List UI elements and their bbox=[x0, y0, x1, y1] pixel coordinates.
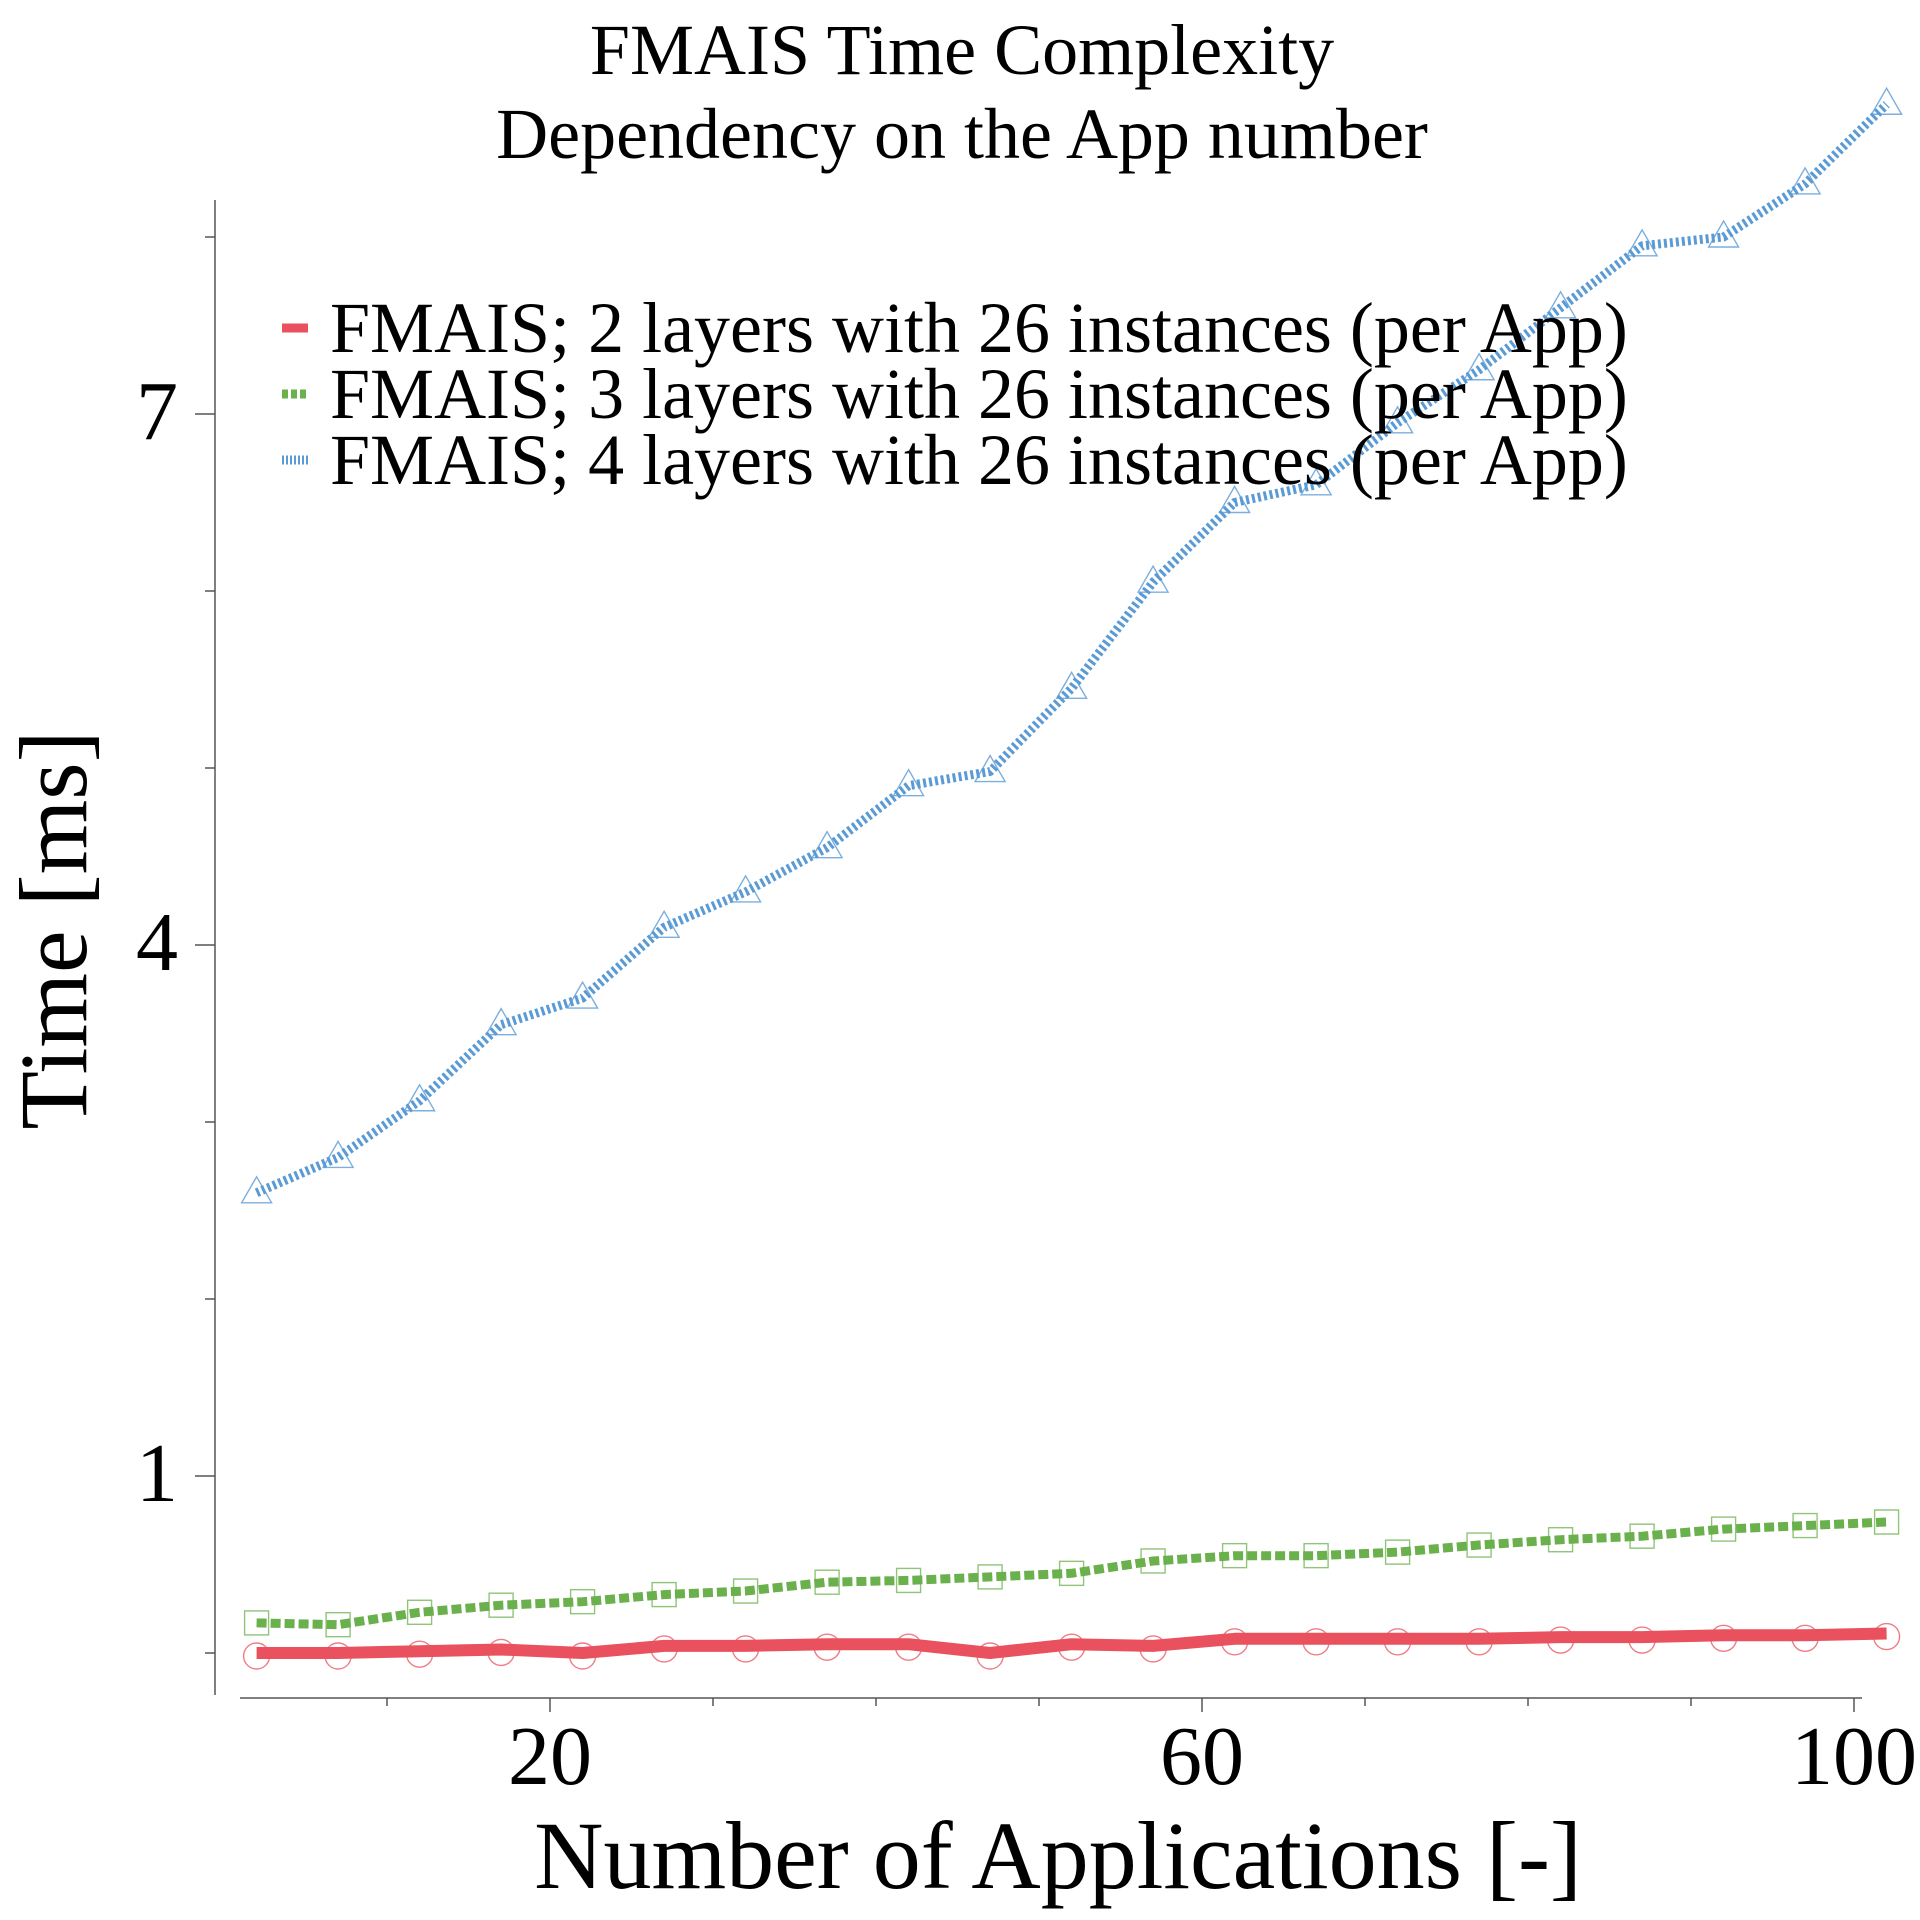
data-point bbox=[1465, 1628, 1493, 1656]
data-point bbox=[1870, 86, 1903, 115]
data-point bbox=[406, 1599, 433, 1625]
y-tick-label: 7 bbox=[136, 365, 178, 458]
data-point bbox=[1710, 1516, 1737, 1542]
data-point bbox=[1707, 219, 1740, 248]
data-point bbox=[325, 1611, 351, 1638]
data-point bbox=[1303, 1542, 1329, 1569]
data-point bbox=[1139, 1635, 1167, 1663]
data-point bbox=[732, 1578, 759, 1604]
data-point bbox=[1220, 1628, 1249, 1656]
data-point bbox=[1140, 1548, 1166, 1574]
data-point bbox=[977, 1564, 1003, 1590]
legend-label: FMAIS; 2 layers with 26 instances (per A… bbox=[330, 288, 1628, 368]
series-line bbox=[254, 101, 1890, 1197]
data-point bbox=[1136, 564, 1170, 593]
chart-subtitle: Dependency on the App number bbox=[496, 94, 1428, 174]
data-point bbox=[1221, 1542, 1248, 1569]
data-point bbox=[1709, 1624, 1738, 1653]
data-point bbox=[973, 754, 1007, 783]
data-point bbox=[1628, 1626, 1656, 1654]
data-point bbox=[1788, 166, 1822, 195]
data-point bbox=[324, 1642, 352, 1670]
data-point bbox=[1544, 290, 1577, 319]
series-line bbox=[256, 1517, 1887, 1630]
legend-label: FMAIS; 4 layers with 26 instances (per A… bbox=[330, 420, 1628, 500]
data-point bbox=[243, 1610, 270, 1636]
data-point bbox=[1546, 1626, 1575, 1654]
x-tick-label: 100 bbox=[1791, 1710, 1917, 1803]
data-point bbox=[1629, 1523, 1655, 1549]
data-point bbox=[647, 909, 681, 938]
data-point bbox=[1547, 1527, 1574, 1553]
data-point bbox=[1466, 1532, 1492, 1558]
x-axis-label: Number of Applications [-] bbox=[534, 1802, 1582, 1909]
x-tick-label: 20 bbox=[508, 1710, 592, 1803]
series-line bbox=[256, 1627, 1887, 1659]
series-layer bbox=[240, 86, 1903, 1670]
data-point bbox=[321, 1139, 355, 1169]
series-2 bbox=[243, 1509, 1900, 1638]
series-1 bbox=[242, 1622, 1901, 1670]
data-point bbox=[487, 1638, 515, 1667]
data-point bbox=[566, 980, 599, 1009]
chart-title: FMAIS Time Complexity bbox=[590, 10, 1334, 90]
data-point bbox=[1873, 1509, 1900, 1535]
data-point bbox=[240, 1175, 273, 1204]
data-point bbox=[1383, 1628, 1412, 1656]
data-point bbox=[1057, 1633, 1086, 1661]
data-point bbox=[1302, 1628, 1330, 1656]
data-point bbox=[1625, 228, 1659, 257]
data-point bbox=[1462, 352, 1496, 381]
data-point bbox=[1791, 1624, 1819, 1653]
data-point bbox=[1058, 1560, 1085, 1587]
y-axis-label: Time [ms] bbox=[0, 730, 107, 1129]
data-point bbox=[1384, 1539, 1411, 1565]
data-point bbox=[810, 830, 844, 859]
x-tick-label: 60 bbox=[1160, 1710, 1244, 1803]
data-point bbox=[813, 1633, 841, 1661]
data-point bbox=[729, 874, 762, 903]
series-3 bbox=[240, 86, 1903, 1204]
data-point bbox=[1055, 670, 1088, 700]
data-point bbox=[1792, 1512, 1818, 1539]
data-point bbox=[651, 1581, 677, 1608]
data-point bbox=[731, 1635, 760, 1663]
data-point bbox=[568, 1642, 597, 1670]
data-point bbox=[405, 1640, 434, 1668]
data-point bbox=[242, 1642, 271, 1670]
data-point bbox=[1218, 485, 1251, 514]
data-point bbox=[650, 1635, 678, 1663]
y-tick-label: 4 bbox=[136, 896, 178, 989]
data-point bbox=[1381, 405, 1414, 434]
data-point bbox=[488, 1592, 514, 1618]
y-tick-label: 1 bbox=[136, 1427, 178, 1520]
axes: 1 4 7 20 60 100 bbox=[136, 200, 1917, 1803]
data-point bbox=[1299, 467, 1333, 496]
data-point bbox=[976, 1642, 1004, 1670]
data-point bbox=[894, 1633, 923, 1661]
data-point bbox=[892, 768, 925, 797]
legend: FMAIS; 2 layers with 26 instances (per A… bbox=[282, 288, 1628, 500]
data-point bbox=[814, 1569, 840, 1595]
data-point bbox=[1872, 1622, 1901, 1651]
data-point bbox=[484, 1007, 518, 1036]
legend-label: FMAIS; 3 layers with 26 instances (per A… bbox=[330, 354, 1628, 434]
data-point bbox=[569, 1588, 596, 1615]
data-point bbox=[895, 1567, 922, 1594]
data-point bbox=[403, 1083, 436, 1112]
